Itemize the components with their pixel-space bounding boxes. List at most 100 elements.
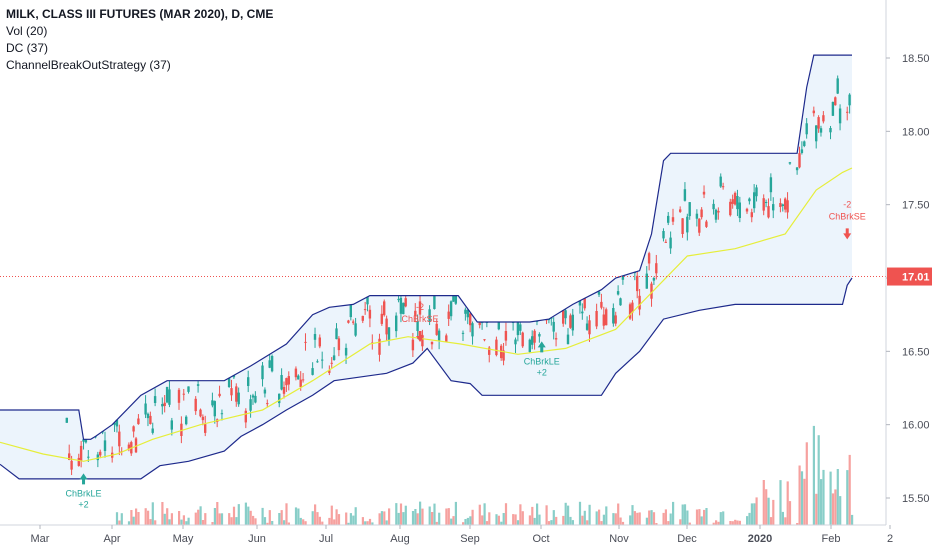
candle-body bbox=[667, 215, 670, 223]
volume-bar bbox=[722, 511, 725, 525]
candle-body bbox=[354, 323, 357, 336]
volume-bar bbox=[564, 502, 567, 525]
volume-bar bbox=[228, 513, 231, 525]
volume-bar bbox=[147, 510, 150, 525]
volume-bar bbox=[478, 504, 481, 525]
volume-bar bbox=[433, 503, 436, 525]
candle-body bbox=[366, 296, 369, 305]
volume-bar bbox=[263, 517, 267, 525]
volume-bar bbox=[314, 504, 317, 525]
volume-bar bbox=[431, 512, 434, 525]
volume-bar bbox=[545, 505, 548, 525]
time-tick-label: 2 bbox=[887, 533, 893, 545]
volume-bar bbox=[786, 481, 789, 525]
volume-bar bbox=[679, 519, 682, 525]
candle-body bbox=[251, 395, 255, 398]
candle-body bbox=[762, 198, 765, 211]
candle-body bbox=[681, 218, 684, 234]
volume-bar bbox=[211, 522, 214, 525]
candle-body bbox=[313, 334, 317, 340]
candle-body bbox=[361, 315, 364, 321]
time-tick-label: Sep bbox=[460, 533, 480, 545]
candle-body bbox=[416, 321, 419, 331]
signal-label: ChBrkLE bbox=[524, 356, 560, 366]
volume-bar bbox=[366, 521, 369, 525]
volume-bar bbox=[781, 511, 784, 525]
candle-body bbox=[628, 304, 632, 319]
candle-body bbox=[185, 416, 188, 425]
volume-bar bbox=[846, 470, 849, 525]
volume-bar bbox=[719, 512, 722, 525]
volume-bar bbox=[285, 503, 288, 525]
volume-bar bbox=[299, 517, 302, 525]
strategy-label[interactable]: ChannelBreakOutStrategy (37) bbox=[6, 58, 171, 72]
volume-bar bbox=[454, 501, 457, 525]
chart-legend: MILK, CLASS III FUTURES (MAR 2020), D, C… bbox=[6, 6, 273, 74]
candle-body bbox=[597, 291, 601, 295]
volume-bar bbox=[683, 504, 687, 525]
last-price-badge[interactable] bbox=[887, 267, 932, 286]
candle-body bbox=[700, 209, 703, 218]
candle-body bbox=[297, 375, 300, 380]
volume-bar bbox=[803, 478, 806, 525]
volume-bar bbox=[531, 506, 534, 525]
candle-body bbox=[68, 453, 71, 460]
time-axis-background bbox=[0, 525, 932, 550]
candle-body bbox=[137, 418, 140, 425]
volume-bar bbox=[800, 471, 804, 525]
volume-bar bbox=[194, 512, 197, 525]
volume-bar bbox=[316, 512, 319, 525]
price-tick-label: 18.00 bbox=[902, 126, 930, 138]
candle-body bbox=[733, 192, 737, 205]
volume-bar bbox=[681, 504, 684, 525]
candle-body bbox=[268, 360, 271, 368]
volume-bar bbox=[598, 509, 601, 525]
volume-bar bbox=[347, 522, 350, 525]
volume-bar bbox=[731, 521, 734, 525]
volume-bar bbox=[746, 516, 749, 525]
signal-quantity: +2 bbox=[537, 367, 547, 377]
volume-bar bbox=[337, 514, 341, 525]
candle-body bbox=[497, 322, 500, 330]
candle-body bbox=[254, 395, 257, 403]
candle-body bbox=[662, 231, 665, 239]
volume-bar bbox=[151, 502, 154, 525]
candle-body bbox=[815, 125, 818, 142]
volume-bar bbox=[822, 469, 825, 525]
candle-body bbox=[469, 313, 472, 326]
volume-bar bbox=[796, 523, 799, 525]
volume-bar bbox=[516, 520, 520, 525]
volume-bar bbox=[452, 516, 455, 525]
volume-bar bbox=[562, 515, 565, 525]
volume-bar bbox=[812, 425, 815, 525]
volume-bar bbox=[550, 520, 553, 525]
candle-body bbox=[784, 198, 787, 210]
donchian-indicator-label[interactable]: DC (37) bbox=[6, 41, 49, 55]
volume-bar bbox=[614, 513, 617, 525]
volume-bar bbox=[216, 502, 219, 525]
candle-body bbox=[363, 309, 367, 311]
price-tick-label: 18.50 bbox=[902, 53, 930, 65]
candle-body bbox=[395, 315, 398, 332]
volume-bar bbox=[602, 514, 605, 525]
candle-body bbox=[466, 309, 469, 318]
volume-bar bbox=[514, 514, 517, 525]
candle-body bbox=[287, 376, 290, 385]
candle-body bbox=[113, 422, 116, 425]
candle-body bbox=[244, 410, 247, 423]
volume-bar bbox=[483, 503, 486, 525]
candle-body bbox=[387, 327, 391, 340]
candle-body bbox=[595, 311, 598, 327]
volume-bar bbox=[504, 503, 508, 525]
price-tick-label: 16.50 bbox=[902, 346, 930, 358]
symbol-title[interactable]: MILK, CLASS III FUTURES (MAR 2020), D, C… bbox=[6, 7, 274, 21]
volume-indicator-label[interactable]: Vol (20) bbox=[6, 24, 48, 38]
candle-body bbox=[168, 389, 171, 405]
candle-body bbox=[127, 444, 131, 450]
candle-body bbox=[504, 331, 508, 341]
donchian-lower-line bbox=[0, 277, 853, 480]
candle-body bbox=[220, 413, 224, 415]
candle-body bbox=[805, 123, 808, 135]
volume-bar bbox=[717, 521, 720, 525]
